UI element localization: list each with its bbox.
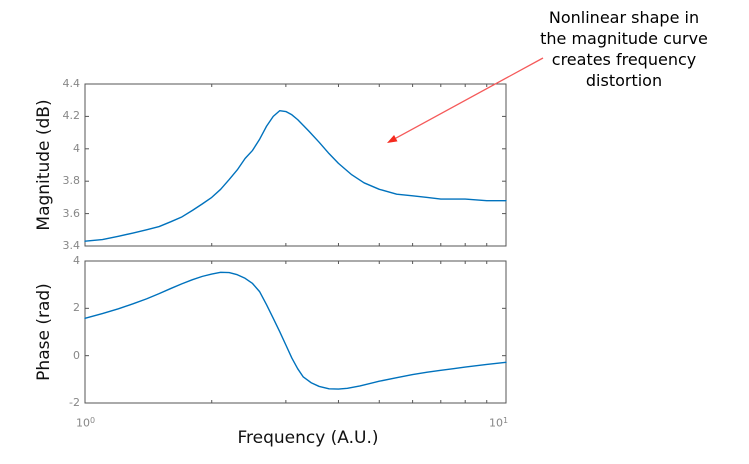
xtick-base: 10 — [76, 416, 90, 430]
mag-ytick-label: 4.2 — [62, 109, 81, 122]
annotation-line: Nonlinear shape in — [548, 8, 700, 27]
xtick-base: 10 — [489, 416, 503, 430]
xtick-exponent: 1 — [503, 416, 509, 425]
mag-ytick-label: 4 — [73, 142, 80, 155]
phase-ytick-label: 2 — [73, 301, 80, 314]
frequency-axis-label: Frequency (A.U.) — [237, 428, 379, 448]
xtick-label-1: 100 — [76, 413, 95, 431]
annotation-line: distortion — [585, 71, 663, 90]
annotation-arrow-icon — [387, 57, 544, 143]
magnitude-plot — [84, 83, 507, 247]
mag-ytick-label: 3.6 — [62, 207, 81, 220]
phase-plot — [84, 260, 507, 404]
phase-ytick-label: -2 — [69, 396, 80, 409]
annotation-line: creates frequency — [551, 50, 697, 69]
phase-ytick-label: 0 — [73, 349, 80, 362]
mag-ytick-label: 4.4 — [62, 77, 81, 90]
annotation-line: the magnitude curve — [540, 29, 708, 48]
mag-ytick-label: 3.4 — [62, 239, 81, 252]
xtick-label-10: 101 — [489, 413, 508, 431]
xtick-exponent: 0 — [90, 416, 96, 425]
mag-ytick-label: 3.8 — [62, 174, 81, 187]
phase-axis-label: Phase (rad) — [34, 283, 54, 381]
phase-ytick-label: 4 — [73, 254, 80, 267]
annotation-text: Nonlinear shape in the magnitude curve c… — [504, 7, 744, 91]
